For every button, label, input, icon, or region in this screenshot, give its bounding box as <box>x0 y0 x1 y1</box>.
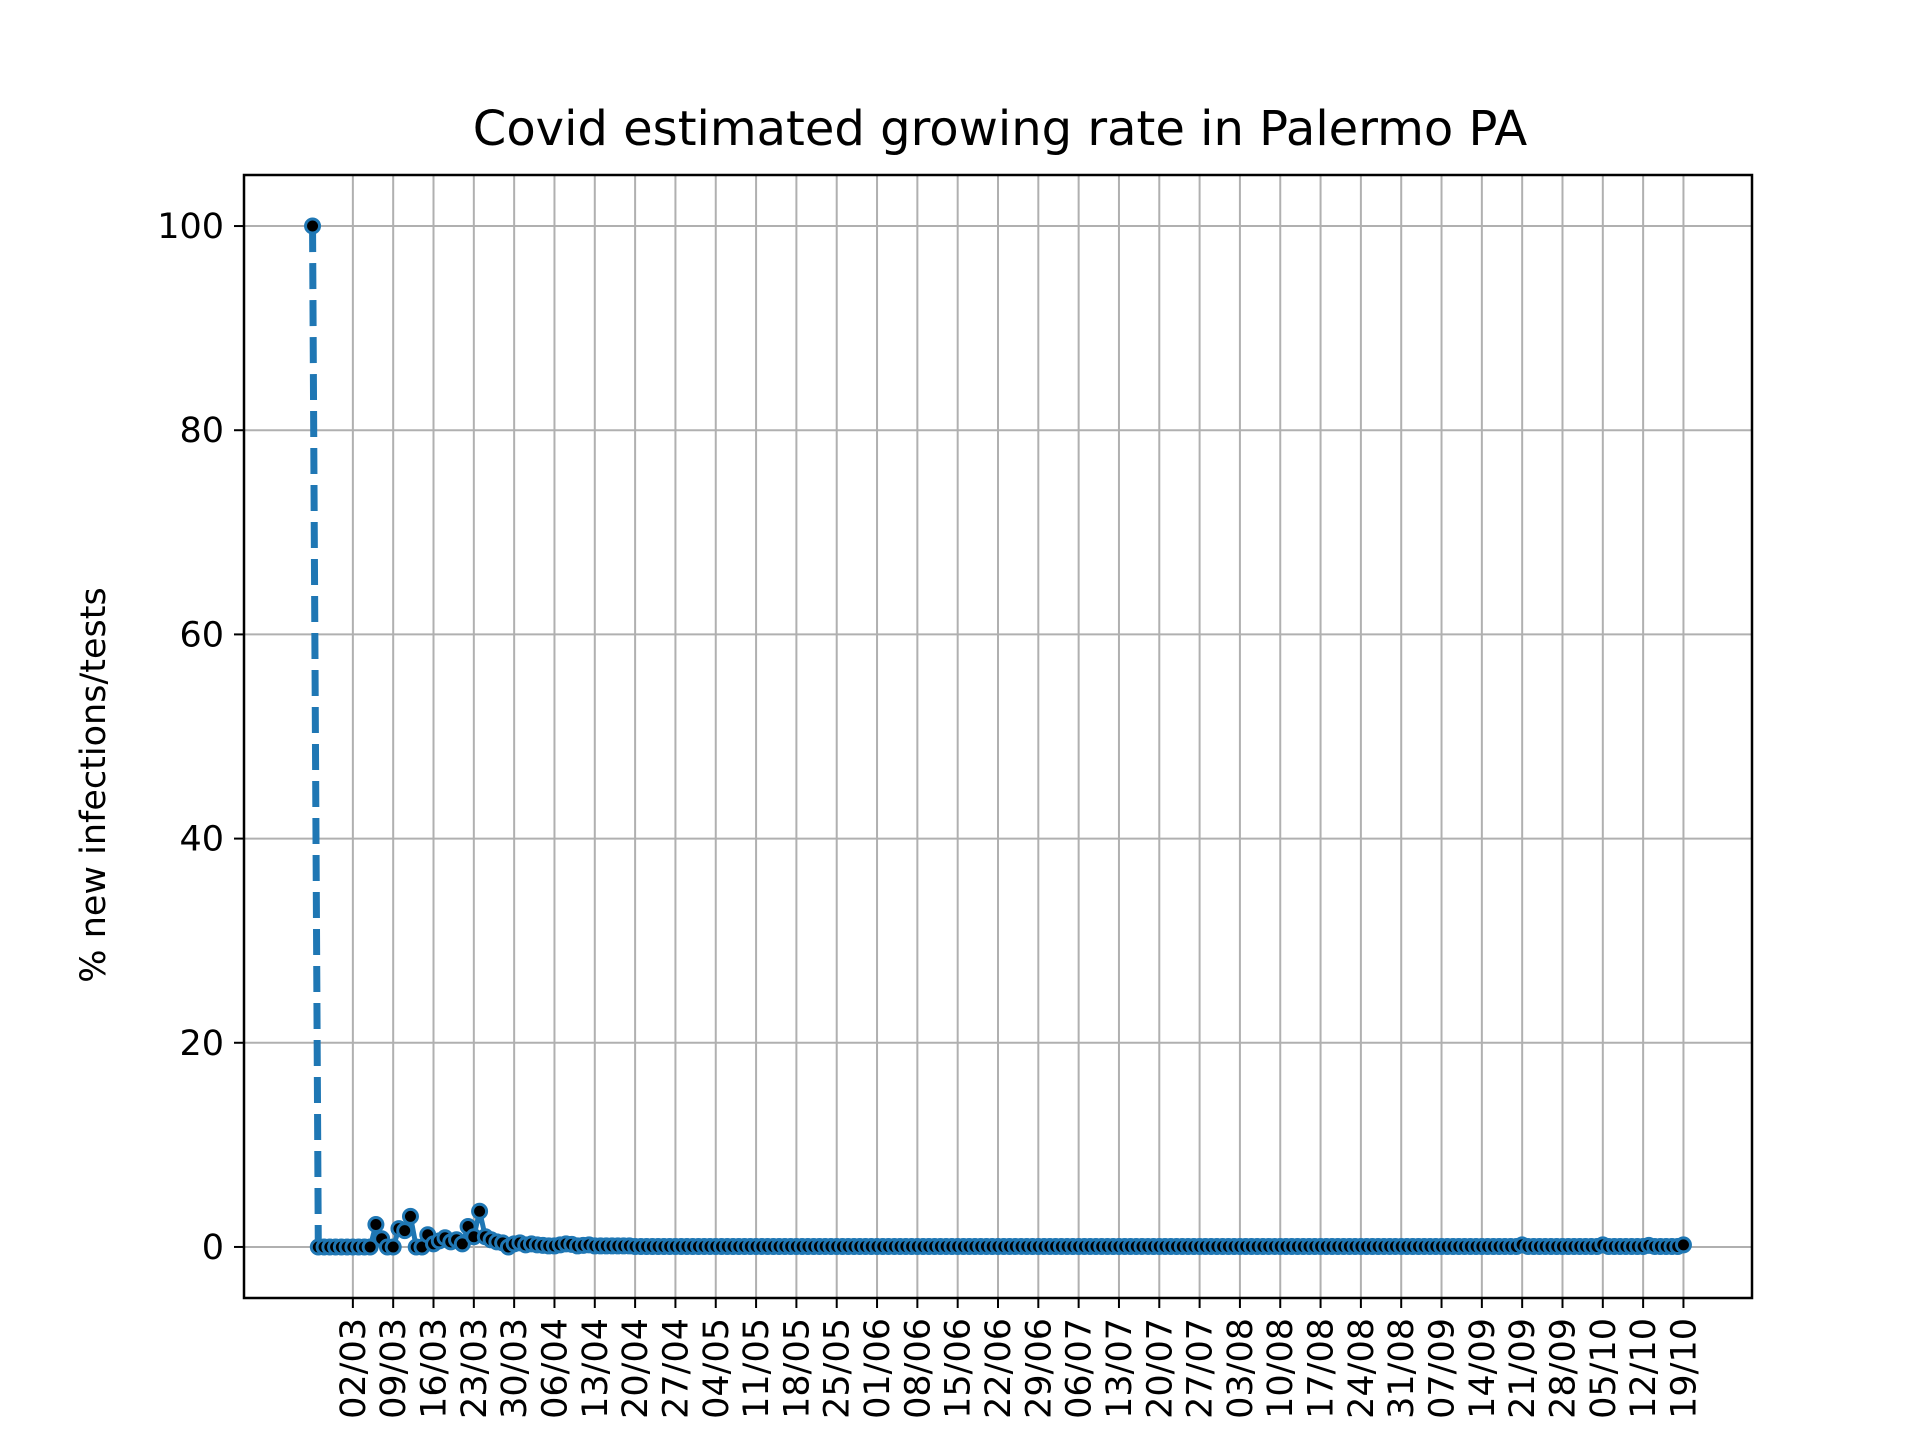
x-tick-label: 09/03 <box>374 1318 414 1419</box>
y-tick-label: 60 <box>179 615 224 655</box>
chart-title: Covid estimated growing rate in Palermo … <box>473 101 1528 157</box>
x-tick-label: 06/04 <box>535 1318 575 1419</box>
y-tick-label: 0 <box>202 1228 224 1268</box>
x-tick-label: 02/03 <box>334 1318 374 1419</box>
data-point <box>367 1215 385 1233</box>
grid <box>244 175 1752 1298</box>
x-tick-label: 16/03 <box>415 1318 455 1419</box>
x-tick-label: 27/07 <box>1181 1318 1221 1419</box>
x-tick-label: 12/10 <box>1624 1318 1664 1419</box>
x-tick-label: 13/07 <box>1100 1318 1140 1419</box>
x-tick-label: 19/10 <box>1664 1318 1704 1419</box>
x-tick-label: 07/09 <box>1423 1318 1463 1419</box>
x-tick-label: 11/05 <box>737 1318 777 1419</box>
x-tick-label: 04/05 <box>697 1318 737 1419</box>
x-tick-label: 21/09 <box>1503 1318 1543 1419</box>
x-tick-label: 25/05 <box>818 1318 858 1419</box>
series-line-dashed <box>309 226 322 1247</box>
x-tick-label: 27/04 <box>656 1318 696 1419</box>
x-tick-label: 31/08 <box>1382 1318 1422 1419</box>
x-tick-label: 03/08 <box>1221 1318 1261 1419</box>
x-tick-label: 22/06 <box>979 1318 1019 1419</box>
x-tick-label: 08/06 <box>898 1318 938 1419</box>
axes-frame <box>242 173 1754 1300</box>
x-tick-label: 13/04 <box>576 1318 616 1419</box>
x-tick-label: 01/06 <box>858 1318 898 1419</box>
x-tick-label: 10/08 <box>1261 1318 1301 1419</box>
data-point <box>396 1222 414 1240</box>
data-point <box>471 1202 489 1220</box>
y-tick-label: 20 <box>179 1024 224 1064</box>
x-tick-label: 18/05 <box>777 1318 817 1419</box>
y-tick-label: 80 <box>179 411 224 451</box>
y-tick-label: 100 <box>157 207 224 247</box>
x-tick-label: 23/03 <box>455 1318 495 1419</box>
data-point <box>384 1238 402 1256</box>
x-tick-label: 06/07 <box>1060 1318 1100 1419</box>
y-tick-label: 40 <box>179 820 224 860</box>
x-tick-label: 17/08 <box>1302 1318 1342 1419</box>
data-point <box>361 1238 379 1256</box>
x-tick-label: 15/06 <box>939 1318 979 1419</box>
data-point <box>1674 1236 1692 1254</box>
data-point <box>401 1207 419 1225</box>
y-axis-label: % new infections/tests <box>74 587 114 982</box>
x-tick-label: 14/09 <box>1463 1318 1503 1419</box>
x-tick-label: 24/08 <box>1342 1318 1382 1419</box>
x-tick-label: 20/07 <box>1140 1318 1180 1419</box>
x-tick-label: 20/04 <box>616 1318 656 1419</box>
plot-area <box>304 217 1692 1256</box>
x-tick-label: 29/06 <box>1019 1318 1059 1419</box>
x-tick-label: 05/10 <box>1584 1318 1624 1419</box>
data-point <box>304 217 322 235</box>
x-tick-label: 30/03 <box>495 1318 535 1419</box>
x-tick-label: 28/09 <box>1543 1318 1583 1419</box>
